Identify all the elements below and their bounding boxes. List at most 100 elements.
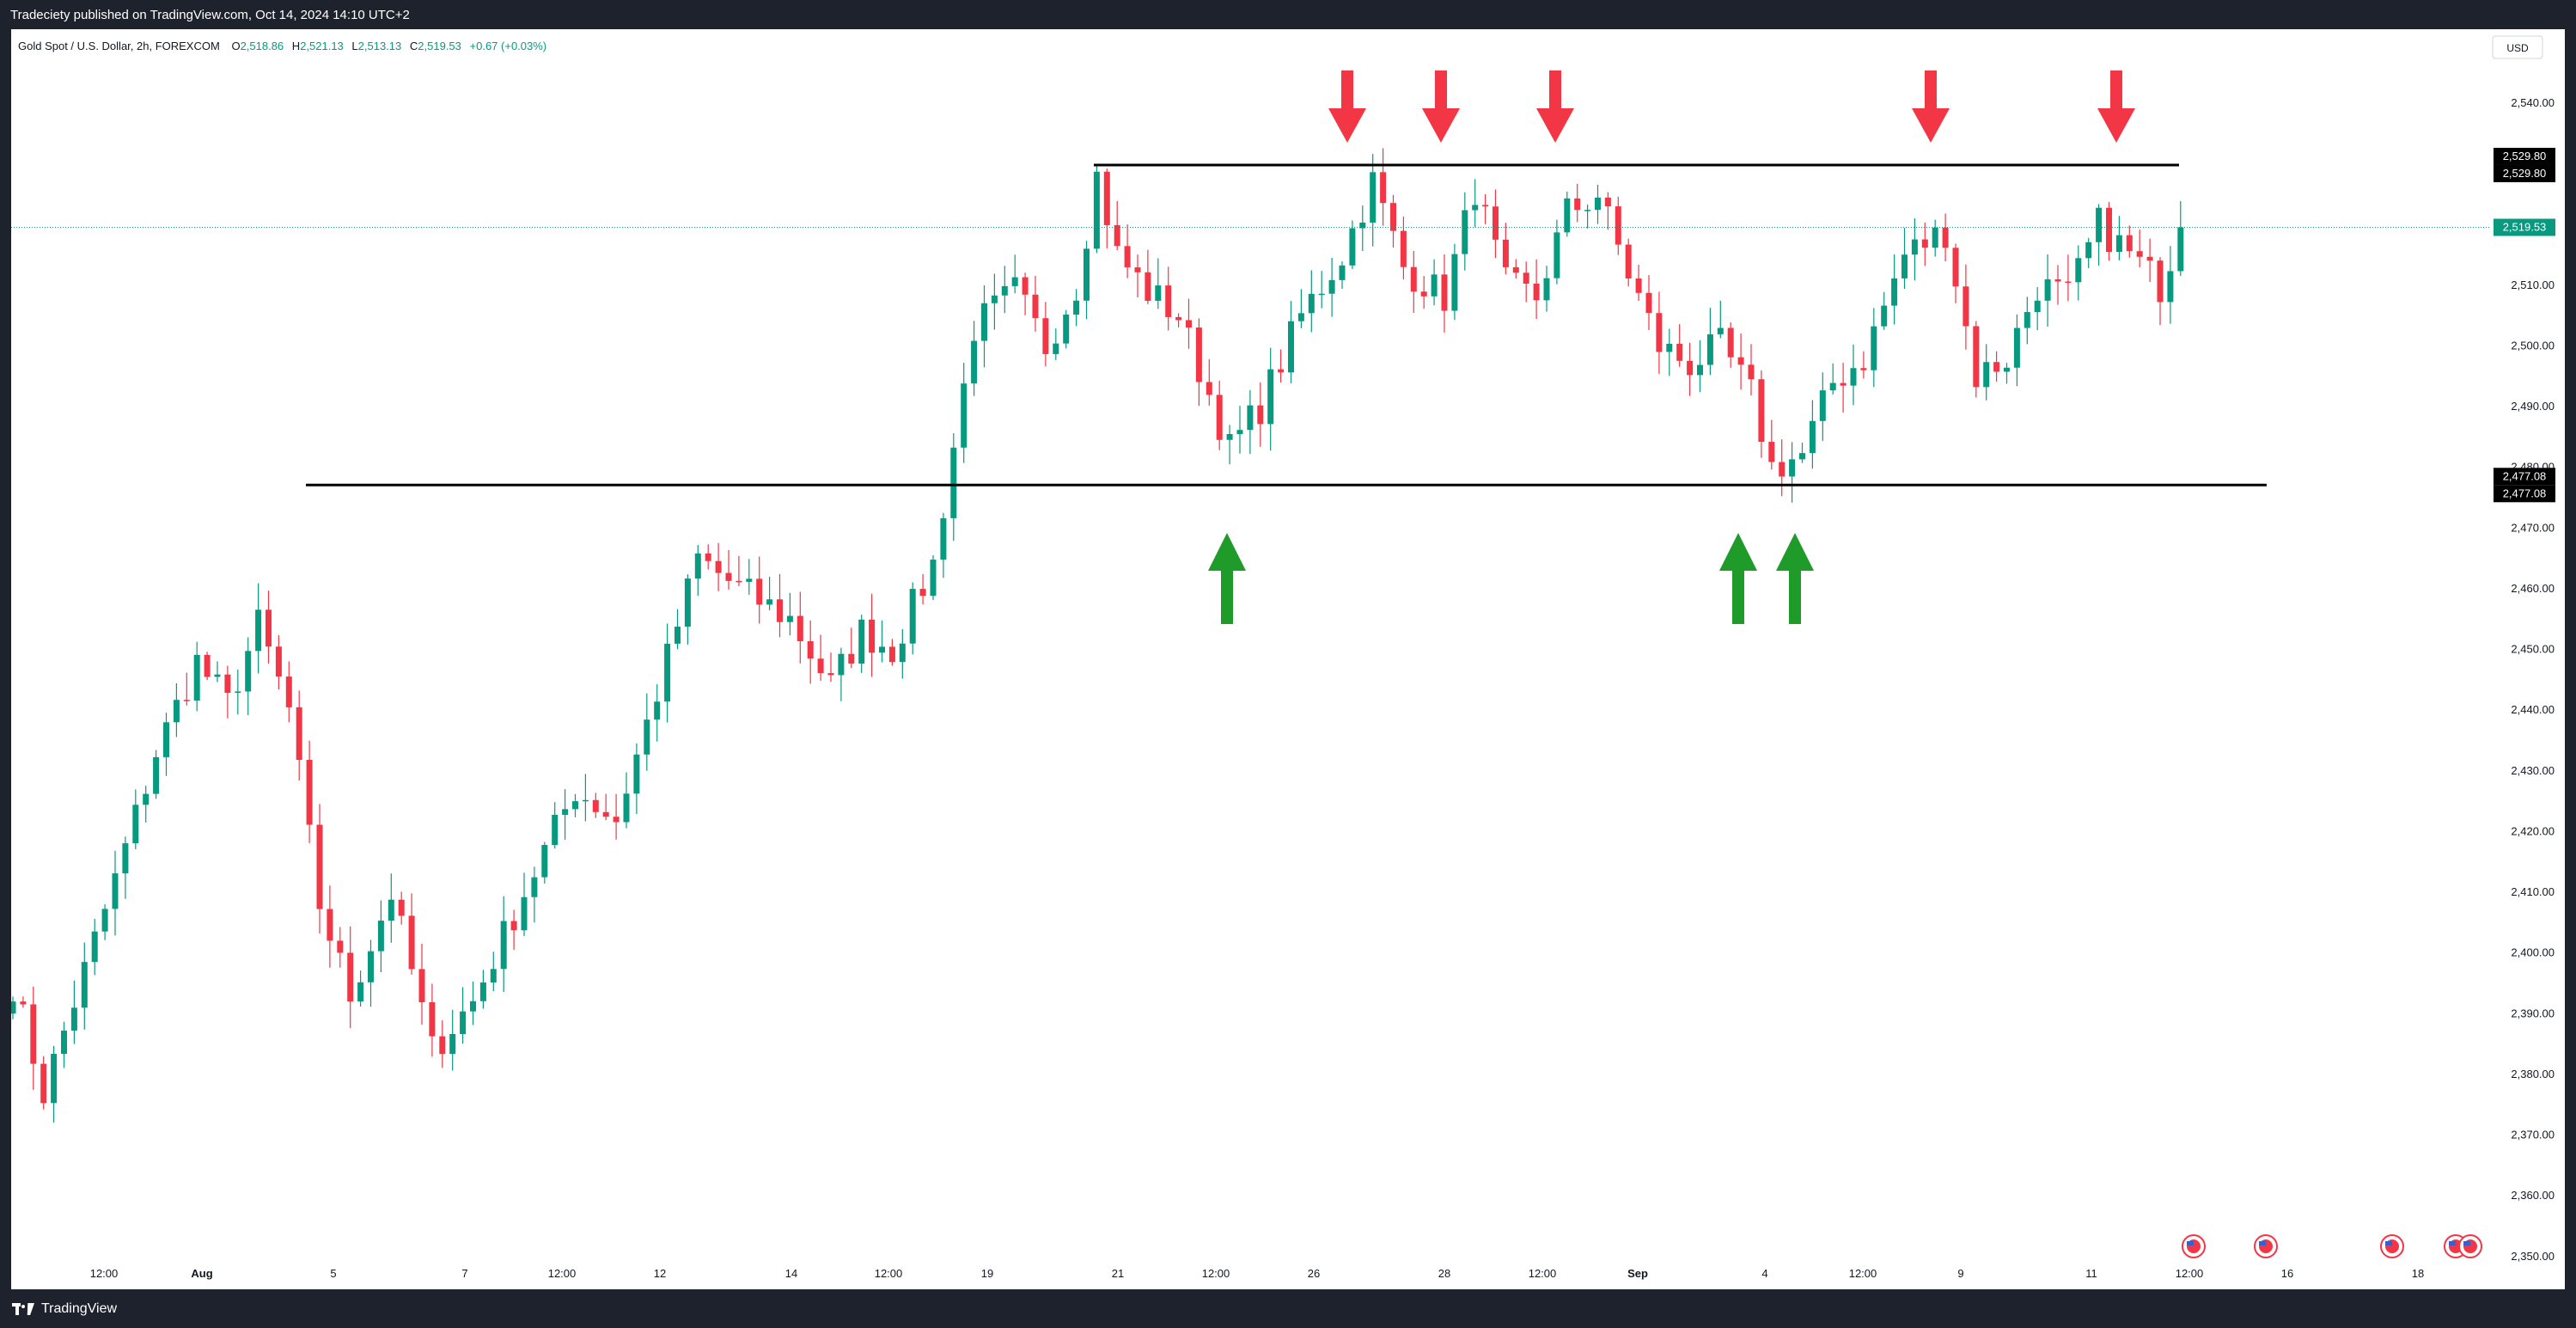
candle-body [399,900,405,916]
candle-body [378,921,384,952]
candle-body [1544,278,1550,301]
candle-body [255,609,261,651]
candle-body [2158,260,2164,302]
us-flag-event-icon[interactable] [2381,1235,2403,1258]
candle-body [153,757,159,794]
candle-body [235,691,241,693]
candle-body [797,616,803,641]
candle-body [1891,278,1897,306]
candle-body [1390,203,1396,230]
candle-body [644,719,650,755]
price-tick-label: 2,420.00 [2511,824,2555,837]
candle-body [1298,313,1304,321]
candle-body [838,654,844,676]
candle-body [122,843,128,873]
time-tick-label: 9 [1957,1267,1963,1280]
time-tick-label: 16 [2281,1267,2293,1280]
candle-body [940,518,946,560]
candle-body [1799,453,1805,459]
time-tick-label: 4 [1761,1267,1767,1280]
candle-body [624,793,630,822]
candle-body [1237,430,1243,434]
candle-body [1810,421,1816,453]
candle-body [317,825,323,909]
candle-body [337,940,343,952]
candle-body [194,655,200,701]
candle-body [562,809,568,815]
candle-body [40,1064,46,1104]
candle-body [1534,284,1540,300]
time-tick-label: 12:00 [1202,1267,1230,1280]
candle-body [92,932,98,962]
price-tick-label: 2,450.00 [2511,643,2555,656]
candle-body [531,878,537,897]
candle-body [1175,317,1181,321]
candle-body [1267,370,1273,425]
tradingview-logo[interactable]: TradingView [12,1301,117,1317]
time-tick-label: 19 [981,1267,993,1280]
us-flag-event-icon[interactable] [2459,1235,2481,1258]
resistance-arrow-icon [1912,70,1950,143]
candle-body [1953,248,1959,286]
candle-body [552,815,558,845]
candle-body [848,654,854,664]
level-price-label: 2,529.80 [2503,150,2547,162]
candle-body [2014,328,2020,368]
candle-body [1943,228,1949,248]
candle-body [1513,267,1519,272]
candle-body [664,644,670,701]
candle-body [1595,198,1601,210]
candle-body [981,303,987,341]
price-tick-label: 2,430.00 [2511,764,2555,777]
candle-body [1584,210,1590,211]
candle-body [1421,291,1427,297]
candle-body [2085,242,2091,259]
level-price-label: 2,477.08 [2503,487,2547,499]
time-axis[interactable]: 12:00 Aug 5 7 12:00 12 14 12:00 19 21 12:00 26 28 12:… [90,1267,2425,1280]
candle-body [511,921,517,931]
currency-button[interactable]: USD [2493,36,2542,58]
candle-body [1523,272,1529,284]
candle-body [429,1002,435,1037]
price-tick-label: 2,440.00 [2511,703,2555,716]
us-flag-event-icon[interactable] [2182,1235,2205,1258]
candle-body [1319,294,1325,296]
price-chart[interactable]: Gold Spot / U.S. Dollar, 2h, FOREXCOM O2… [11,29,2565,1289]
candle-body [1370,172,1376,223]
candle-body [1094,172,1100,249]
resistance-arrow-icon [1422,70,1460,143]
candle-body [266,609,272,646]
candle-body [2065,282,2071,284]
candle-body [654,701,660,719]
candle-body [1554,232,1560,278]
candle-body [286,676,292,707]
candle-body [1288,321,1294,373]
candle-body [276,646,282,676]
publisher-text: Tradeciety published on TradingView.com,… [10,8,410,22]
candle-body [2045,279,2051,301]
us-flag-event-icon[interactable] [2255,1235,2277,1258]
price-tick-label: 2,510.00 [2511,278,2555,291]
candle-body [347,952,353,1001]
candle-body [2137,251,2143,257]
economic-events[interactable] [2182,1235,2481,1258]
candle-body [1411,267,1417,292]
candle-body [971,341,977,384]
candle-body [470,1001,476,1012]
candle-body [522,897,528,931]
level-price-badge: 2,529.80 [2494,165,2555,182]
price-axis[interactable]: 2,540.002,530.002,520.002,510.002,500.00… [2494,96,2555,1263]
tradingview-brand: TradingView [41,1301,117,1317]
resistance-arrow-icon [1328,70,1366,143]
candle-body [61,1031,67,1054]
candle-body [501,921,507,970]
candle-body [357,982,363,1001]
candle-body [1309,294,1315,313]
candle-body [828,673,834,675]
candle-body [633,755,639,794]
candle-body [1462,211,1468,254]
candle-body [1881,306,1887,327]
candle-body [439,1037,445,1055]
candle-body [1401,231,1407,267]
candle-body [1768,442,1774,462]
